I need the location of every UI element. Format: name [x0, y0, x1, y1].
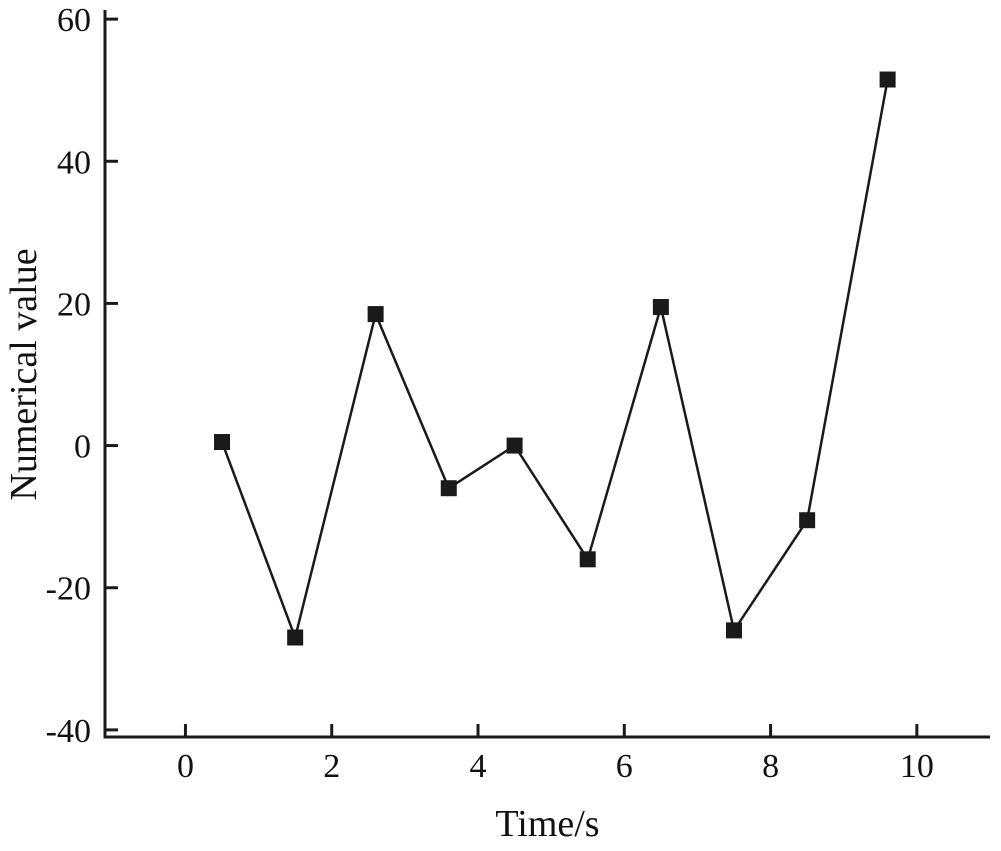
data-point-marker: [214, 434, 231, 451]
x-tick-label: 4: [470, 748, 487, 785]
y-axis-label: Numerical value: [3, 248, 45, 500]
x-tick-label: 8: [762, 748, 779, 785]
data-point-marker: [440, 480, 457, 497]
data-point-marker: [287, 629, 304, 646]
x-tick-label: 0: [177, 748, 194, 785]
x-tick-label: 10: [900, 748, 934, 785]
y-tick-label: -40: [46, 713, 91, 750]
data-line: [220, 79, 889, 642]
data-point-marker: [799, 512, 816, 529]
x-tick-label: 2: [323, 748, 340, 785]
data-point-marker: [579, 551, 596, 568]
y-tick-label: 20: [57, 286, 91, 323]
x-tick-label: 6: [616, 748, 633, 785]
y-tick-label: 0: [74, 429, 91, 466]
data-point-marker: [652, 298, 669, 315]
data-point-marker: [879, 71, 896, 88]
y-tick-label: 60: [57, 2, 91, 39]
y-tick-label: 40: [57, 144, 91, 181]
data-point-marker: [506, 437, 523, 454]
y-tick-label: -20: [46, 571, 91, 608]
data-point-marker: [367, 306, 384, 323]
data-point-marker: [726, 622, 743, 639]
x-axis-label: Time/s: [495, 803, 599, 845]
